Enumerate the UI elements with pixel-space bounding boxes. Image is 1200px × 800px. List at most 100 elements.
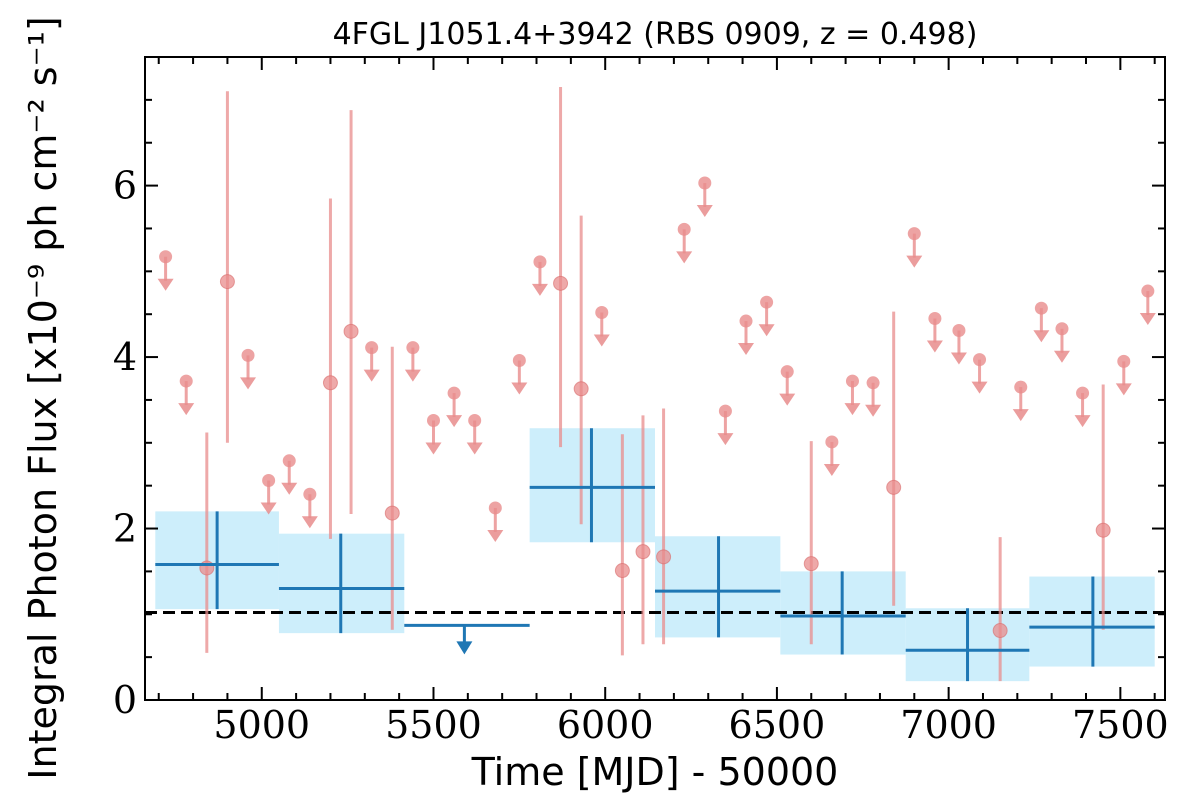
long-bin-series	[155, 428, 1155, 682]
short-data-point	[322, 375, 338, 391]
short-upper-limit-arrow	[823, 463, 840, 476]
x-tick-label: 5500	[385, 703, 482, 747]
short-upper-limit-point	[739, 314, 753, 328]
y-tick-labels: 0 2 4 6	[113, 164, 137, 722]
short-upper-limit-arrow	[487, 529, 504, 542]
short-upper-limit-arrow	[1115, 383, 1132, 396]
short-data-point	[384, 505, 400, 521]
short-upper-limit-arrow	[779, 393, 796, 406]
short-data-point	[553, 275, 569, 291]
short-data-point	[635, 544, 651, 560]
short-upper-limit-point	[845, 374, 859, 388]
short-upper-limit-point	[1014, 380, 1028, 394]
short-upper-limit-point	[760, 295, 774, 309]
long-bin-bands	[155, 428, 1155, 682]
short-upper-limit-arrow	[363, 369, 380, 382]
short-upper-limit-point	[447, 386, 461, 400]
short-upper-limit-arrow	[676, 251, 693, 264]
short-upper-limit-point	[718, 404, 732, 418]
short-upper-limit-arrow	[240, 377, 257, 390]
short-upper-limit-arrow	[971, 381, 988, 394]
short-data-point	[614, 563, 630, 579]
short-upper-limit-arrow	[425, 442, 442, 455]
short-data-point	[886, 479, 902, 495]
short-upper-limit-arrow	[404, 369, 421, 382]
short-data-point	[656, 549, 672, 565]
short-upper-limit-point	[928, 311, 942, 325]
x-tick-label: 6500	[729, 703, 826, 747]
short-upper-limit-arrow	[926, 340, 943, 353]
short-upper-limit-point	[780, 365, 794, 379]
short-upper-limit-arrow	[301, 516, 318, 529]
short-data-point	[219, 274, 235, 290]
y-tick-label: 6	[113, 164, 137, 208]
short-upper-limit-point	[698, 176, 712, 190]
short-upper-limit-point	[488, 501, 502, 515]
short-upper-limit-arrow	[865, 404, 882, 417]
short-upper-limit-arrow	[738, 343, 755, 356]
y-axis-label: Integral Photon Flux [x10⁻⁹ ph cm⁻² s⁻¹]	[21, 16, 65, 779]
x-tick-label: 7500	[1072, 703, 1169, 747]
short-upper-limit-arrow	[844, 403, 861, 416]
short-upper-limit-point	[907, 227, 921, 241]
short-upper-limit-arrow	[466, 442, 483, 455]
short-upper-limit-point	[282, 454, 296, 468]
short-upper-limit-arrow	[157, 278, 174, 291]
short-upper-limit-point	[1055, 322, 1069, 336]
short-upper-limit-point	[825, 435, 839, 449]
x-tick-label: 7000	[900, 703, 997, 747]
short-upper-limit-arrow	[260, 502, 277, 515]
short-data-point	[803, 556, 819, 572]
short-upper-limit-point	[952, 323, 966, 337]
short-upper-limit-arrow	[1139, 313, 1156, 326]
short-upper-limit-arrow	[1033, 330, 1050, 343]
x-tick-label: 6000	[557, 703, 654, 747]
short-upper-limit-arrow	[758, 324, 775, 337]
short-upper-limit-point	[866, 376, 880, 390]
short-upper-limit-arrow	[1053, 350, 1070, 363]
short-upper-limit-point	[595, 305, 609, 319]
short-upper-limit-point	[406, 341, 420, 355]
short-upper-limit-point	[179, 374, 193, 388]
short-upper-limit-arrow	[1074, 415, 1091, 428]
short-upper-limit-point	[468, 414, 482, 428]
short-data-point	[573, 381, 589, 397]
short-data-point	[992, 623, 1008, 639]
short-upper-limit-arrow	[531, 283, 548, 296]
short-upper-limit-arrow	[178, 403, 195, 416]
chart-title: 4FGL J1051.4+3942 (RBS 0909, z = 0.498)	[333, 17, 978, 52]
short-upper-limit-arrow	[593, 334, 610, 347]
short-upper-limit-arrow	[906, 255, 923, 268]
short-upper-limit-point	[1034, 301, 1048, 315]
short-upper-limit-point	[677, 222, 691, 236]
short-upper-limit-point	[1076, 386, 1090, 400]
short-upper-limit-point	[426, 414, 440, 428]
short-upper-limit-arrow	[511, 382, 528, 395]
short-data-point	[1095, 522, 1111, 538]
x-tick-label: 5000	[213, 703, 310, 747]
short-upper-limit-point	[512, 353, 526, 367]
short-upper-limit-point	[241, 348, 255, 362]
axis-ticks	[145, 57, 1165, 701]
y-tick-label: 2	[113, 507, 137, 551]
short-upper-limit-arrow	[446, 415, 463, 428]
short-upper-limit-arrow	[1012, 409, 1029, 422]
short-data-point	[343, 323, 359, 339]
plot-frame	[144, 56, 1166, 701]
short-upper-limit-point	[303, 487, 317, 501]
short-upper-limit-arrow	[281, 482, 298, 495]
x-axis-label: Time [MJD] - 50000	[471, 750, 839, 794]
short-upper-limit-point	[533, 255, 547, 269]
y-tick-label: 0	[113, 678, 137, 722]
long-upper-limit-arrow	[456, 641, 473, 655]
short-upper-limit-arrow	[950, 352, 967, 365]
short-upper-limit-point	[365, 341, 379, 355]
short-upper-limit-point	[159, 250, 173, 264]
y-tick-label: 4	[113, 335, 137, 379]
short-upper-limit-arrow	[696, 205, 713, 218]
short-upper-limit-point	[973, 353, 987, 367]
x-tick-labels: 5000 5500 6000 6500 7000 7500	[213, 703, 1168, 747]
short-upper-limit-point	[1117, 354, 1131, 368]
short-upper-limit-point	[1141, 284, 1155, 298]
